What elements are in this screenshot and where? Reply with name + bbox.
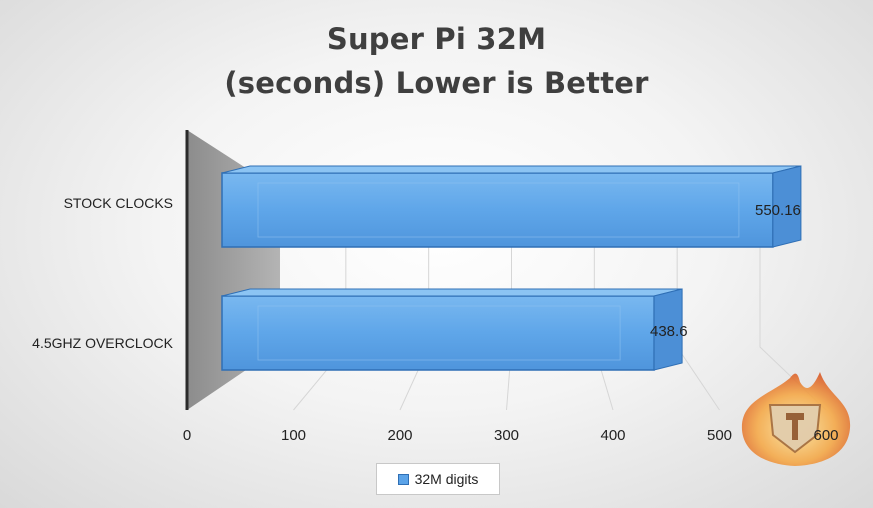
chart-title-line-1: Super Pi 32M [326, 22, 547, 56]
bar [221, 165, 802, 248]
chart-title-line-2: (seconds) Lower is Better [224, 66, 649, 100]
bar [221, 288, 683, 371]
data-label: 438.6 [650, 323, 688, 340]
category-label: STOCK CLOCKS [63, 195, 173, 211]
x-tick-label: 400 [600, 427, 626, 444]
legend: 32M digits [376, 463, 500, 495]
legend-swatch [397, 473, 409, 485]
x-tick-label: 600 [813, 427, 839, 444]
x-tick-label: 300 [493, 427, 520, 444]
x-tick-label: 500 [706, 427, 733, 444]
x-tick-label: 100 [280, 427, 307, 444]
category-label: 4.5GHZ OVERCLOCK [32, 335, 173, 351]
flame-shield-logo-icon [741, 372, 851, 466]
data-label: 550.16 [755, 202, 801, 219]
x-tick-label: 0 [182, 427, 192, 444]
x-tick-label: 200 [387, 427, 413, 444]
legend-label: 32M digits [414, 471, 479, 487]
